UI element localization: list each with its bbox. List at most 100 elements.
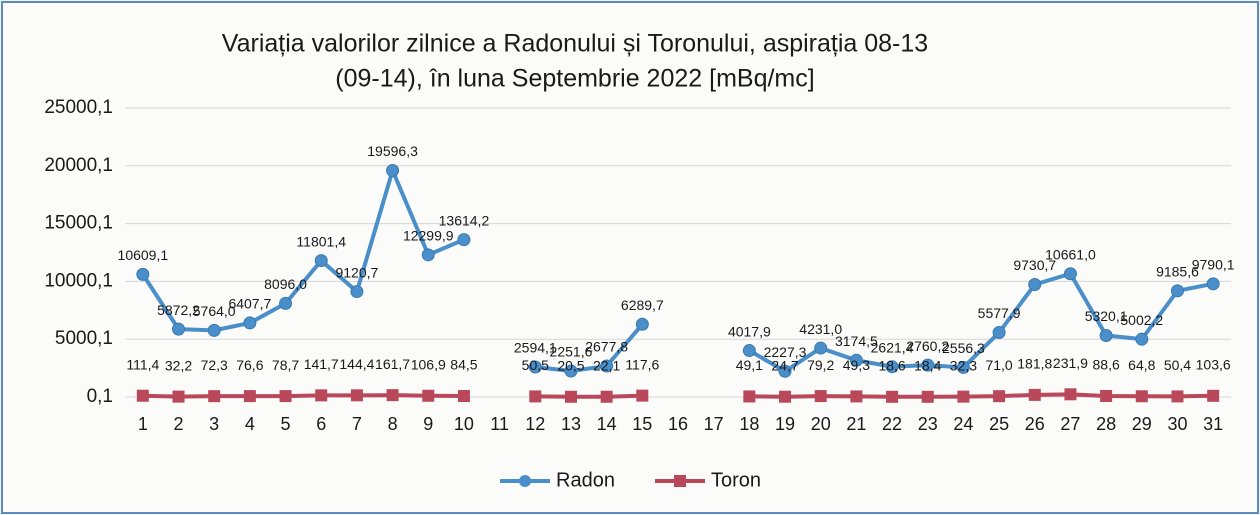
data-label: 10661,0 xyxy=(1045,246,1096,262)
marker xyxy=(814,390,827,403)
y-tick-label: 5000,1 xyxy=(55,328,113,349)
marker xyxy=(814,341,828,355)
x-tick-label: 11 xyxy=(490,414,509,434)
marker xyxy=(778,364,792,378)
data-label: 2621,4 xyxy=(871,339,914,355)
marker xyxy=(1170,284,1184,298)
x-tick-label: 2 xyxy=(174,414,184,434)
marker xyxy=(600,390,613,403)
data-label: 76,6 xyxy=(236,357,263,373)
x-tick-label: 19 xyxy=(775,414,795,434)
marker xyxy=(243,390,256,403)
marker xyxy=(1171,390,1184,403)
data-label: 4017,9 xyxy=(728,323,771,339)
x-tick-label: 24 xyxy=(953,414,973,434)
data-label: 5872,2 xyxy=(157,302,200,318)
x-tick-label: 6 xyxy=(316,414,326,434)
x-tick-label: 31 xyxy=(1203,414,1223,434)
data-label: 72,3 xyxy=(201,357,228,373)
marker xyxy=(136,267,150,281)
data-label: 18,6 xyxy=(878,357,905,373)
data-label: 64,8 xyxy=(1128,357,1155,373)
y-tick-label: 25000,1 xyxy=(44,97,113,118)
marker xyxy=(957,390,970,403)
legend-label: Toron xyxy=(711,469,761,491)
x-tick-label: 15 xyxy=(632,414,652,434)
x-tick-label: 10 xyxy=(454,414,474,434)
x-tick-label: 26 xyxy=(1025,414,1045,434)
x-tick-label: 13 xyxy=(561,414,581,434)
data-label: 5764,0 xyxy=(193,303,236,319)
data-label: 3174,5 xyxy=(835,333,878,349)
data-label: 9730,7 xyxy=(1013,257,1056,273)
data-label: 4231,0 xyxy=(799,321,842,337)
marker xyxy=(564,390,577,403)
marker xyxy=(635,317,649,331)
marker xyxy=(1028,278,1042,292)
x-tick-label: 5 xyxy=(281,414,291,434)
data-label: 5577,9 xyxy=(978,305,1021,321)
y-tick-label: 10000,1 xyxy=(44,270,113,291)
data-label: 88,6 xyxy=(1093,357,1120,373)
marker xyxy=(421,248,435,262)
marker xyxy=(457,233,471,247)
legend-label: Radon xyxy=(556,469,615,491)
marker xyxy=(992,326,1006,340)
x-tick-label: 28 xyxy=(1096,414,1116,434)
marker xyxy=(1135,390,1148,403)
data-label: 6289,7 xyxy=(621,297,664,313)
x-tick-label: 8 xyxy=(388,414,398,434)
marker xyxy=(1206,277,1220,291)
data-label: 11801,4 xyxy=(296,233,346,249)
x-tick-label: 3 xyxy=(209,414,219,434)
data-label: 13614,2 xyxy=(439,212,490,228)
marker xyxy=(528,360,542,374)
marker xyxy=(1135,332,1149,346)
data-label: 2760,2 xyxy=(906,338,949,354)
data-label: 49,1 xyxy=(736,357,763,373)
data-label: 71,0 xyxy=(985,357,1012,373)
data-label: 103,6 xyxy=(1196,357,1231,373)
x-tick-label: 23 xyxy=(918,414,938,434)
x-tick-label: 1 xyxy=(138,414,148,434)
marker xyxy=(243,316,257,330)
data-label: 20,5 xyxy=(557,357,584,373)
x-tick-label: 7 xyxy=(352,414,362,434)
marker xyxy=(208,390,221,403)
x-tick-label: 30 xyxy=(1167,414,1187,434)
marker xyxy=(564,364,578,378)
data-label: 2251,6 xyxy=(550,344,593,360)
marker xyxy=(1064,388,1077,401)
data-label: 78,7 xyxy=(272,357,299,373)
marker xyxy=(172,322,186,336)
marker xyxy=(921,390,934,403)
y-tick-label: 15000,1 xyxy=(44,213,113,234)
data-label: 111,4 xyxy=(126,356,159,372)
x-tick-label: 21 xyxy=(846,414,866,434)
y-tick-label: 0,1 xyxy=(87,386,113,407)
marker xyxy=(314,254,328,268)
data-label: 2594,1 xyxy=(514,340,557,356)
data-label: 22,1 xyxy=(593,357,620,373)
marker xyxy=(172,390,185,403)
data-label: 117,6 xyxy=(625,356,659,372)
marker xyxy=(457,390,470,403)
marker xyxy=(350,389,363,402)
data-label: 181,8 xyxy=(1017,356,1052,372)
data-label: 2677,8 xyxy=(585,339,628,355)
marker xyxy=(279,390,292,403)
data-label: 141,7 xyxy=(304,356,339,372)
marker xyxy=(779,390,792,403)
data-label: 9185,6 xyxy=(1156,264,1199,280)
data-label: 32,3 xyxy=(950,357,977,373)
marker xyxy=(886,390,899,403)
marker xyxy=(1028,388,1041,401)
legend-marker xyxy=(519,475,531,487)
data-label: 6407,7 xyxy=(228,296,271,312)
data-label: 161,7 xyxy=(375,356,410,372)
data-label: 9120,7 xyxy=(335,264,378,280)
data-label: 106,9 xyxy=(411,356,446,372)
x-tick-label: 27 xyxy=(1060,414,1080,434)
x-tick-label: 25 xyxy=(989,414,1009,434)
